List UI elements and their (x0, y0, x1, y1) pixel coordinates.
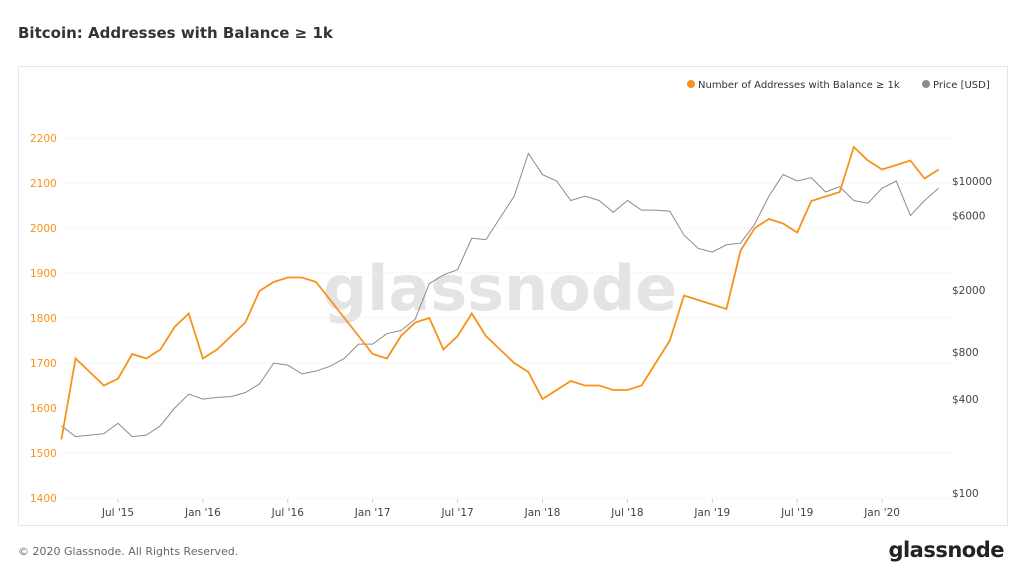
y-right-tick-label: $10000 (952, 176, 992, 188)
x-tick-label: Jan '18 (524, 507, 561, 519)
addresses-line (60, 145, 940, 440)
legend-addresses-marker (687, 80, 695, 88)
y-left-tick-label: 2000 (30, 223, 57, 235)
y-left-tick-label: 2100 (30, 178, 57, 190)
x-tick-label: Jan '16 (184, 507, 221, 519)
x-tick-label: Jul '17 (440, 507, 473, 519)
legend: Number of Addresses with Balance ≥ 1k Pr… (687, 80, 990, 91)
x-tick-label: Jul '15 (101, 507, 134, 519)
y-left-tick-label: 1900 (30, 268, 57, 280)
y-left-tick-label: 1600 (30, 403, 57, 415)
chart-panel (18, 66, 1008, 526)
y-right-tick-label: $800 (952, 347, 979, 359)
y-left-tick-label: 1400 (30, 493, 57, 505)
x-tick-label: Jul '19 (780, 507, 813, 519)
y-right-tick-label: $6000 (952, 211, 985, 223)
legend-price-marker (922, 80, 930, 88)
y-right-tick-label: $400 (952, 394, 979, 406)
y-left-tick-label: 1800 (30, 313, 57, 325)
price-line (61, 152, 940, 438)
glassnode-logo: glassnode (888, 538, 1004, 562)
copyright: © 2020 Glassnode. All Rights Reserved. (18, 545, 239, 558)
y-left-tick-label: 1700 (30, 358, 57, 370)
y-right-tick-label: $2000 (952, 285, 985, 297)
legend-addresses[interactable]: Number of Addresses with Balance ≥ 1k (698, 80, 900, 91)
y-left-tick-label: 2200 (30, 133, 57, 145)
legend-price[interactable]: Price [USD] (933, 80, 990, 91)
x-tick-label: Jan '20 (863, 507, 900, 519)
x-tick-label: Jan '17 (354, 507, 391, 519)
y-right-tick-label: $100 (952, 488, 979, 500)
x-tick-label: Jan '19 (693, 507, 730, 519)
x-tick-label: Jul '16 (271, 507, 305, 519)
watermark: glassnode (323, 252, 677, 325)
chart-title: Bitcoin: Addresses with Balance ≥ 1k (18, 24, 333, 42)
x-tick-label: Jul '18 (610, 507, 643, 519)
y-left-tick-label: 1500 (30, 448, 57, 460)
